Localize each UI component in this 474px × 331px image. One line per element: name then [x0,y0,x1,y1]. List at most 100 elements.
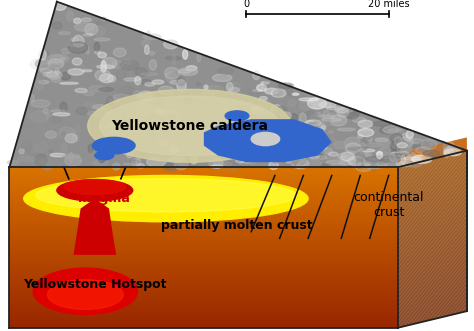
Ellipse shape [170,148,179,153]
Ellipse shape [240,91,249,102]
Ellipse shape [174,159,188,170]
Ellipse shape [113,94,129,99]
Ellipse shape [196,142,213,145]
Ellipse shape [408,155,421,158]
Ellipse shape [30,59,49,70]
Polygon shape [398,249,467,266]
Polygon shape [9,181,398,182]
Ellipse shape [169,122,178,133]
Ellipse shape [113,48,126,57]
Ellipse shape [152,158,171,162]
Ellipse shape [18,157,36,162]
Ellipse shape [269,161,278,169]
Ellipse shape [352,111,356,114]
Polygon shape [398,166,467,183]
Polygon shape [398,177,467,194]
Text: 0: 0 [244,0,249,9]
Ellipse shape [358,154,371,162]
Ellipse shape [271,153,280,163]
Ellipse shape [197,53,201,62]
Polygon shape [9,326,398,327]
Polygon shape [9,183,398,184]
Ellipse shape [403,157,421,160]
Polygon shape [9,262,398,263]
Polygon shape [9,202,398,203]
Ellipse shape [175,130,185,135]
Polygon shape [398,271,467,288]
Polygon shape [398,209,467,226]
Ellipse shape [288,145,299,152]
Polygon shape [398,205,467,222]
Ellipse shape [164,119,169,130]
Ellipse shape [149,110,160,114]
Ellipse shape [383,126,398,133]
Ellipse shape [403,159,422,164]
Polygon shape [9,272,398,273]
Ellipse shape [362,158,374,169]
Polygon shape [9,304,398,305]
Ellipse shape [119,140,125,151]
Polygon shape [9,221,398,222]
Ellipse shape [216,156,219,160]
Ellipse shape [30,94,34,102]
Polygon shape [398,248,467,265]
Polygon shape [9,182,398,183]
Polygon shape [9,253,398,254]
Ellipse shape [445,145,461,155]
Ellipse shape [187,120,195,131]
Polygon shape [9,245,398,246]
Ellipse shape [356,159,363,169]
Polygon shape [9,285,398,286]
Ellipse shape [443,141,454,152]
Ellipse shape [234,112,249,116]
Ellipse shape [158,86,173,95]
Ellipse shape [251,132,280,146]
Ellipse shape [334,107,354,113]
Ellipse shape [36,179,296,212]
Polygon shape [9,188,398,189]
Ellipse shape [69,152,73,163]
Polygon shape [9,268,398,269]
Ellipse shape [447,146,459,149]
Polygon shape [9,206,398,207]
Polygon shape [9,210,398,211]
Ellipse shape [235,84,250,92]
Ellipse shape [173,53,175,65]
Ellipse shape [236,165,240,169]
Polygon shape [398,221,467,239]
Ellipse shape [288,155,296,162]
Ellipse shape [305,120,315,131]
Ellipse shape [347,155,366,162]
Ellipse shape [95,51,100,54]
Ellipse shape [247,129,253,133]
Ellipse shape [54,2,66,10]
Ellipse shape [313,153,322,159]
Ellipse shape [347,156,365,166]
Polygon shape [9,204,398,205]
Polygon shape [9,292,398,293]
Ellipse shape [271,89,286,97]
Polygon shape [398,241,467,258]
Ellipse shape [214,159,223,168]
Ellipse shape [33,268,137,314]
Ellipse shape [149,60,156,70]
Polygon shape [398,179,467,197]
Ellipse shape [402,133,407,138]
Ellipse shape [325,118,331,125]
Ellipse shape [410,152,416,163]
Polygon shape [398,267,467,284]
Ellipse shape [38,80,49,84]
Ellipse shape [264,80,269,88]
Polygon shape [9,254,398,255]
Polygon shape [398,190,467,207]
Ellipse shape [241,133,250,143]
Polygon shape [398,187,467,204]
Polygon shape [398,157,467,174]
Ellipse shape [171,135,177,145]
Polygon shape [9,311,398,312]
Ellipse shape [135,76,141,85]
Polygon shape [398,264,467,282]
Ellipse shape [181,119,190,128]
Polygon shape [398,285,467,302]
Ellipse shape [412,155,432,164]
